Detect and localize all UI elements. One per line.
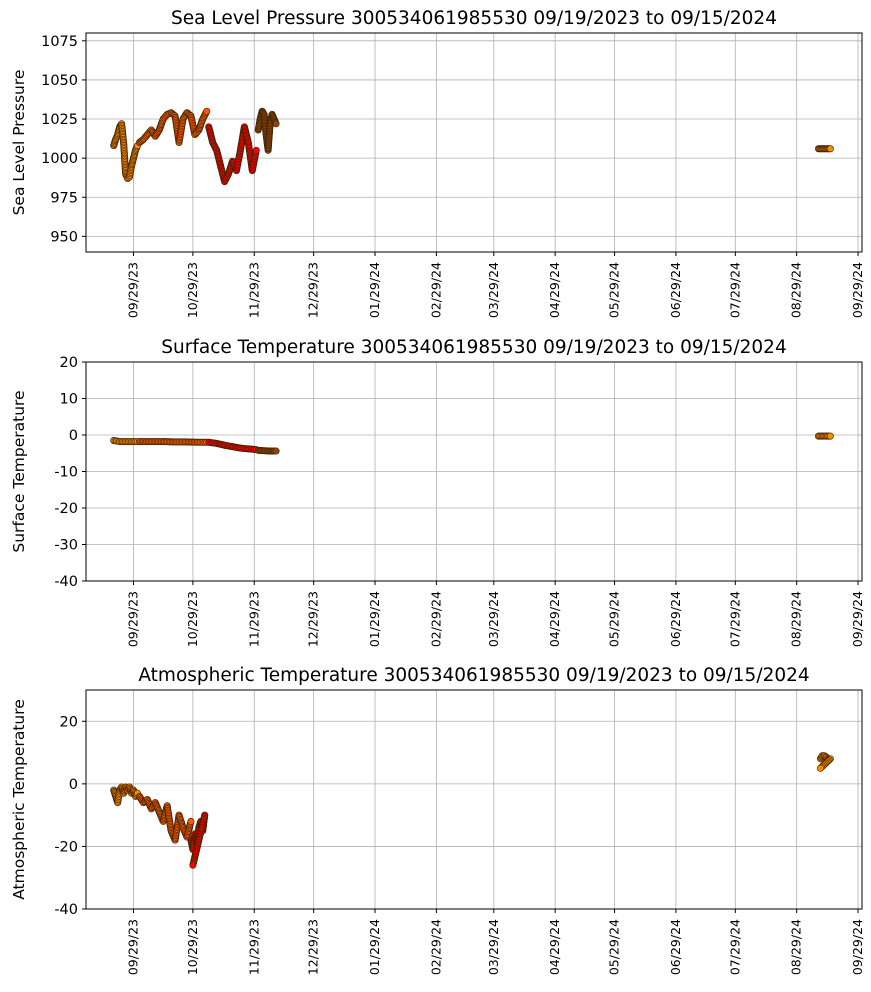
sea-level-pressure-x-tick-label: 09/29/23 [126, 262, 141, 318]
sea-level-pressure-x-tick-label: 09/29/24 [850, 262, 865, 318]
sea-level-pressure-y-tick-label: 1050 [41, 73, 78, 89]
atmospheric-temperature-x-tick-label: 07/29/24 [727, 919, 742, 975]
surface-temperature-y-tick-label: -10 [54, 465, 78, 481]
atmospheric-temperature-data-point [816, 764, 824, 772]
surface-temperature-y-tick-label: 0 [69, 428, 78, 444]
sea-level-pressure-series-4 [814, 145, 834, 153]
sea-level-pressure-x-tick-label: 05/29/24 [607, 262, 622, 318]
atmospheric-temperature-series-1 [135, 792, 195, 844]
surface-temperature-data-point [826, 432, 834, 440]
atmospheric-temperature-data-point [187, 817, 195, 825]
sea-level-pressure-x-tick-label: 10/29/23 [185, 262, 200, 318]
atmospheric-temperature-axes-frame [85, 689, 863, 910]
surface-temperature-x-tick-label: 12/29/23 [306, 591, 321, 647]
surface-temperature-y-axis-label: Surface Temperature [10, 390, 28, 552]
sea-level-pressure-x-tick-label: 03/29/24 [486, 262, 501, 318]
atmospheric-temperature-series-0 [110, 783, 141, 807]
atmospheric-temperature-panel: -40 -20 0 20 09/29/23 10/29/23 11/29/23 12/29/2… [10, 665, 865, 975]
sea-level-pressure-y-axis-label: Sea Level Pressure [10, 70, 28, 216]
sea-level-pressure-panel: 950 975 1000 1025 1050 1075 09/29/23 10/29/23 11… [10, 8, 865, 318]
atmospheric-temperature-x-tick-label: 05/29/24 [607, 919, 622, 975]
sea-level-pressure-y-tick-label: 975 [50, 190, 78, 206]
surface-temperature-chart-title: Surface Temperature 300534061985530 09/1… [161, 337, 786, 358]
surface-temperature-data-point [272, 447, 280, 455]
atmospheric-temperature-x-tick-label: 08/29/24 [789, 919, 804, 975]
atmospheric-temperature-x-tick-label: 06/29/24 [668, 919, 683, 975]
surface-temperature-x-tick-label: 08/29/24 [789, 591, 804, 647]
surface-temperature-x-tick-label: 03/29/24 [486, 591, 501, 647]
sea-level-pressure-x-tick-label: 04/29/24 [547, 262, 562, 318]
atmospheric-temperature-x-tick-label: 09/29/24 [850, 919, 865, 975]
sea-level-pressure-x-tick-label: 06/29/24 [668, 262, 683, 318]
surface-temperature-x-tick-label: 02/29/24 [428, 591, 443, 647]
sea-level-pressure-chart-title: Sea Level Pressure 300534061985530 09/19… [171, 8, 777, 29]
sea-level-pressure-series-2 [205, 123, 260, 186]
atmospheric-temperature-x-tick-label: 01/29/24 [367, 919, 382, 975]
sea-level-pressure-x-tick-label: 01/29/24 [367, 262, 382, 318]
sea-level-pressure-x-tick-label: 02/29/24 [428, 262, 443, 318]
atmospheric-temperature-x-tick-label: 04/29/24 [547, 919, 562, 975]
sea-level-pressure-data-point [826, 145, 834, 153]
atmospheric-temperature-y-tick-label: 20 [60, 714, 78, 730]
atmospheric-temperature-y-tick-label: 0 [69, 777, 78, 793]
surface-temperature-panel: -40 -30 -20 -10 0 10 20 09/29/23 10/29/23 11/29/2… [10, 337, 865, 647]
surface-temperature-x-tick-label: 09/29/23 [126, 591, 141, 647]
atmospheric-temperature-x-tick-label: 09/29/23 [126, 919, 141, 975]
surface-temperature-series-4 [814, 432, 834, 440]
sea-level-pressure-series-3 [254, 107, 280, 154]
sea-level-pressure-x-tick-label: 08/29/24 [789, 262, 804, 318]
atmospheric-temperature-series-3 [816, 752, 834, 772]
sea-level-pressure-y-tick-label: 1025 [41, 112, 78, 128]
atmospheric-temperature-chart-title: Atmospheric Temperature 300534061985530 … [138, 665, 809, 686]
sea-level-pressure-data-point [272, 120, 280, 128]
surface-temperature-x-tick-label: 01/29/24 [367, 591, 382, 647]
surface-temperature-x-tick-label: 05/29/24 [607, 591, 622, 647]
atmospheric-temperature-x-tick-label: 12/29/23 [306, 919, 321, 975]
surface-temperature-series-3 [254, 446, 280, 455]
sea-level-pressure-data-point [252, 146, 260, 154]
sea-level-pressure-y-tick-label: 1075 [41, 34, 78, 50]
atmospheric-temperature-data-point [189, 861, 197, 869]
atmospheric-temperature-x-tick-label: 02/29/24 [428, 919, 443, 975]
sea-level-pressure-x-tick-label: 12/29/23 [306, 262, 321, 318]
sea-level-pressure-series-0 [110, 120, 141, 182]
surface-temperature-y-tick-label: 20 [60, 355, 78, 371]
atmospheric-temperature-x-tick-label: 10/29/23 [185, 919, 200, 975]
atmospheric-temperature-x-tick-label: 03/29/24 [486, 919, 501, 975]
atmospheric-temperature-series-2 [187, 811, 209, 869]
sea-level-pressure-series-1 [135, 107, 211, 147]
surface-temperature-x-tick-label: 04/29/24 [547, 591, 562, 647]
surface-temperature-y-tick-label: -30 [54, 538, 78, 554]
surface-temperature-y-tick-label: -20 [54, 501, 78, 517]
surface-temperature-x-tick-label: 06/29/24 [668, 591, 683, 647]
atmospheric-temperature-y-axis-label: Atmospheric Temperature [10, 699, 28, 900]
surface-temperature-y-tick-label: 10 [60, 392, 78, 408]
sea-level-pressure-x-tick-label: 07/29/24 [727, 262, 742, 318]
surface-temperature-y-tick-label: -40 [54, 574, 78, 590]
atmospheric-temperature-y-tick-label: -20 [54, 839, 78, 855]
sea-level-pressure-x-tick-label: 11/29/23 [246, 262, 261, 318]
atmospheric-temperature-x-tick-label: 11/29/23 [246, 919, 261, 975]
sea-level-pressure-y-tick-label: 1000 [41, 151, 78, 167]
surface-temperature-x-tick-label: 11/29/23 [246, 591, 261, 647]
surface-temperature-series-2 [205, 438, 260, 454]
sea-level-pressure-axes-frame [85, 32, 863, 253]
surface-temperature-x-tick-label: 09/29/24 [850, 591, 865, 647]
atmospheric-temperature-y-tick-label: -40 [54, 902, 78, 918]
surface-temperature-series-1 [135, 438, 211, 446]
sea-level-pressure-y-tick-label: 950 [50, 229, 78, 245]
sea-level-pressure-data-point [203, 107, 211, 115]
surface-temperature-x-tick-label: 10/29/23 [185, 591, 200, 647]
surface-temperature-x-tick-label: 07/29/24 [727, 591, 742, 647]
